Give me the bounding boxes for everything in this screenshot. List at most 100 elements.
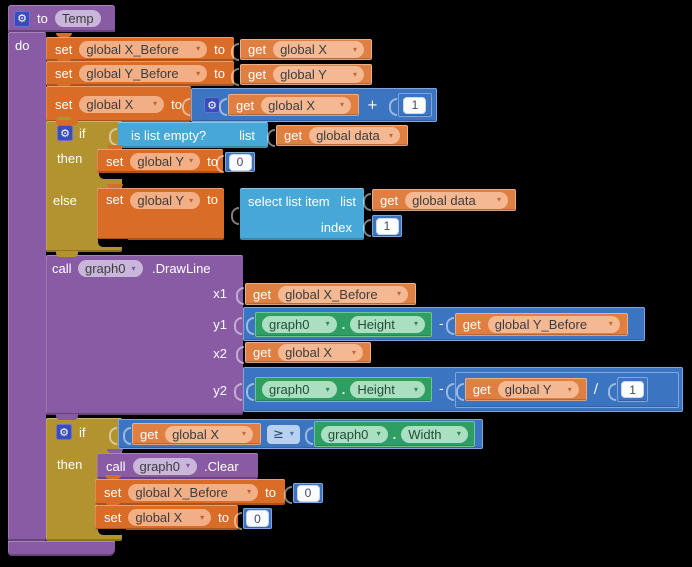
mutator-gear-icon[interactable]: ⚙ xyxy=(56,424,72,440)
get-global-data-block[interactable]: get global data ▾ xyxy=(363,189,516,211)
math-subtract-block[interactable]: graph0 ▾ . Height ▾ - get global Y_Befor… xyxy=(234,307,645,341)
procedure-left-column[interactable]: do xyxy=(8,32,46,541)
dropdown-arrow-icon: ▾ xyxy=(196,44,201,53)
set-global-y-block[interactable]: set global Y ▾ to xyxy=(97,145,223,173)
get-global-x-block[interactable]: get global X ▾ xyxy=(219,94,359,116)
variable-dropdown-x-before[interactable]: global X_Before ▾ xyxy=(128,483,259,501)
math-divide-block[interactable]: get global Y ▾ / 1 xyxy=(445,371,679,408)
dropdown-arrow-icon: ▾ xyxy=(241,429,246,438)
component-dropdown-graph0[interactable]: graph0 ▾ xyxy=(132,457,198,475)
component-dropdown-graph0[interactable]: graph0 ▾ xyxy=(320,425,388,443)
variable-dropdown-x[interactable]: global X ▾ xyxy=(165,425,253,443)
variable-dropdown-x-before[interactable]: global X_Before ▾ xyxy=(278,285,408,303)
component-property-height-block[interactable]: graph0 ▾ . Height ▾ xyxy=(246,377,432,402)
property-dropdown-height[interactable]: Height ▾ xyxy=(350,381,425,398)
variable-dropdown-x[interactable]: global X ▾ xyxy=(79,95,165,113)
number-block[interactable]: 0 xyxy=(284,483,323,504)
set-global-x-block[interactable]: set global X ▾ to xyxy=(46,82,191,122)
else-label: else xyxy=(53,193,77,208)
variable-name: global X_Before xyxy=(285,286,378,302)
variable-dropdown-y[interactable]: global Y ▾ xyxy=(497,381,579,398)
variable-dropdown-y[interactable]: global Y ▾ xyxy=(130,152,201,170)
dropdown-arrow-icon: ▾ xyxy=(153,99,158,108)
component-property-width-block[interactable]: graph0 ▾ . Width ▾ xyxy=(304,421,475,447)
variable-dropdown-x[interactable]: global X ▾ xyxy=(128,509,212,526)
variable-name: global Y xyxy=(137,193,185,208)
get-global-y-before-block[interactable]: get global Y_Before ▾ xyxy=(445,312,628,336)
comparison-gte-block[interactable]: get global X ▾ ≥ ▾ graph0 ▾ . Width ▾ xyxy=(109,419,483,449)
variable-name: global X xyxy=(268,97,316,113)
variable-dropdown-x[interactable]: global X ▾ xyxy=(278,344,363,361)
number-block[interactable]: 0 xyxy=(216,152,255,173)
is-list-empty-block[interactable]: is list empty? list xyxy=(109,122,268,148)
variable-name: global Y xyxy=(280,67,327,82)
dropdown-arrow-icon: ▾ xyxy=(496,195,501,204)
number-block[interactable]: 0 xyxy=(234,508,272,530)
get-keyword: get xyxy=(462,316,481,332)
procedure-gear-icon[interactable]: ⚙ xyxy=(14,10,30,27)
variable-dropdown-y-before[interactable]: global Y_Before ▾ xyxy=(487,315,620,333)
method-drawline-label: .DrawLine xyxy=(152,261,211,276)
number-value[interactable]: 0 xyxy=(246,510,269,527)
math-add-block[interactable]: ⚙ get global X ▾ + 1 xyxy=(182,88,437,122)
property-dropdown-height[interactable]: Height ▾ xyxy=(350,315,425,333)
number-value[interactable]: 1 xyxy=(375,217,399,235)
number-block[interactable]: 1 xyxy=(388,93,432,117)
get-global-y-block[interactable]: get global Y ▾ xyxy=(231,64,372,86)
to-keyword: to xyxy=(171,96,182,112)
minus-operator: - xyxy=(439,316,444,332)
dropdown-arrow-icon: ▾ xyxy=(352,69,357,79)
procedure-bottom-bar xyxy=(8,541,115,556)
shadow-notch xyxy=(98,239,128,247)
variable-dropdown-y[interactable]: global Y ▾ xyxy=(130,192,201,209)
set-global-y-before-block[interactable]: set global Y_Before ▾ to xyxy=(46,57,234,86)
get-global-x-block[interactable]: get global X ▾ xyxy=(231,39,372,61)
if-label: if xyxy=(79,425,86,440)
get-global-data-block[interactable]: get global data ▾ xyxy=(267,125,408,147)
procedure-block-header[interactable]: ⚙ to Temp xyxy=(8,5,115,32)
variable-dropdown-x-before[interactable]: global X_Before ▾ xyxy=(79,40,208,58)
get-global-y-block[interactable]: get global Y ▾ xyxy=(455,378,587,401)
set-global-y-block[interactable]: set global Y ▾ to xyxy=(97,184,224,240)
component-property-height-block[interactable]: graph0 ▾ . Height ▾ xyxy=(246,311,432,337)
number-block[interactable]: 1 xyxy=(608,377,649,402)
number-value[interactable]: 1 xyxy=(403,96,427,114)
minus-operator: - xyxy=(439,382,444,397)
variable-dropdown-y[interactable]: global Y ▾ xyxy=(273,66,364,83)
select-list-item-block[interactable]: select list item list index xyxy=(231,188,364,240)
variable-dropdown-data[interactable]: global data ▾ xyxy=(405,191,508,209)
math-subtract-block[interactable]: graph0 ▾ . Height ▾ - get global Y ▾ / 1 xyxy=(234,367,683,412)
call-drawline-block[interactable]: call graph0 ▾ .DrawLine x1 y1 x2 y2 xyxy=(46,251,243,415)
variable-dropdown-x[interactable]: global X ▾ xyxy=(273,41,364,58)
number-value[interactable]: 0 xyxy=(228,153,252,171)
variable-name: global X xyxy=(172,426,220,442)
get-global-x-block[interactable]: get global X ▾ xyxy=(123,423,261,445)
variable-dropdown-x[interactable]: global X ▾ xyxy=(261,96,351,114)
to-keyword: to xyxy=(207,192,218,207)
number-value[interactable]: 0 xyxy=(296,484,320,502)
mutator-gear-icon[interactable]: ⚙ xyxy=(204,97,220,113)
get-global-x-before-block[interactable]: get global X_Before ▾ xyxy=(236,283,416,305)
component-dropdown-graph0[interactable]: graph0 ▾ xyxy=(78,260,143,277)
procedure-name-field[interactable]: Temp xyxy=(54,10,101,27)
component-dropdown-graph0[interactable]: graph0 ▾ xyxy=(262,381,337,398)
variable-dropdown-y-before[interactable]: global Y_Before ▾ xyxy=(79,65,208,82)
component-dropdown-graph0[interactable]: graph0 ▾ xyxy=(262,315,337,333)
set-global-x-before-block[interactable]: set global X_Before ▾ to xyxy=(46,33,234,61)
number-block[interactable]: 1 xyxy=(363,215,402,237)
variable-dropdown-data[interactable]: global data ▾ xyxy=(309,127,400,144)
comparison-operator-dropdown[interactable]: ≥ ▾ xyxy=(267,424,300,444)
property-name: Width xyxy=(408,426,442,442)
number-value[interactable]: 1 xyxy=(621,381,645,398)
property-dropdown-width[interactable]: Width ▾ xyxy=(401,425,468,443)
mutator-gear-icon[interactable]: ⚙ xyxy=(57,125,73,141)
variable-name: global data xyxy=(316,128,380,143)
set-global-x-block[interactable]: set global X ▾ to xyxy=(95,501,238,530)
call-clear-block[interactable]: call graph0 ▾ .Clear xyxy=(97,449,258,479)
dropdown-arrow-icon: ▾ xyxy=(413,319,418,328)
set-keyword: set xyxy=(55,96,73,112)
arg-y1-label: y1 xyxy=(213,317,227,332)
get-global-x-block[interactable]: get global X ▾ xyxy=(236,342,371,364)
set-global-x-before-block[interactable]: set global X_Before ▾ to xyxy=(95,475,285,505)
